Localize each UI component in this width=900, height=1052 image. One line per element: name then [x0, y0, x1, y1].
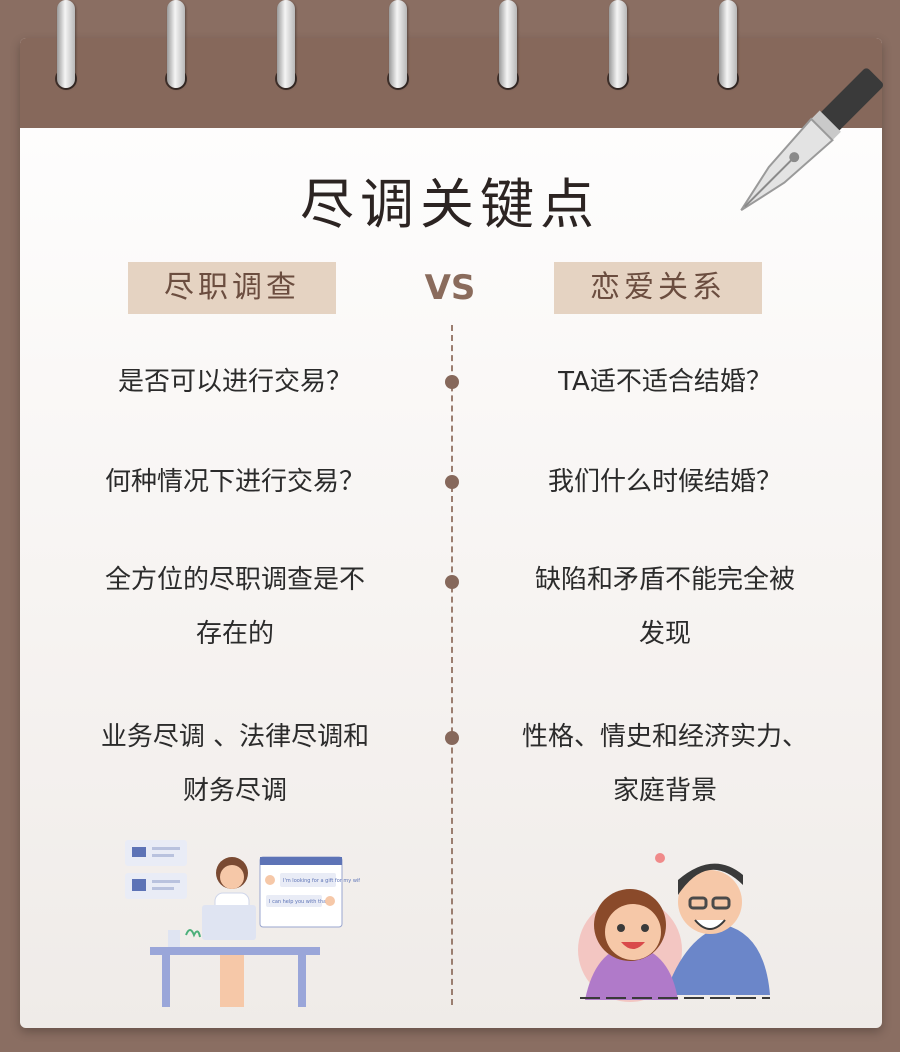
right-point-4: 性格、情史和经济实力、 家庭背景: [475, 710, 855, 818]
ring-icon: [277, 0, 295, 88]
left-point-2: 何种情况下进行交易？: [45, 455, 425, 509]
right-point-1: TA适不适合结婚？: [475, 355, 855, 409]
ring-icon: [57, 0, 75, 88]
right-point-text: 我们什么时候结婚？: [547, 467, 782, 497]
timeline-dot: [445, 375, 459, 389]
page-title: 尽调关键点: [300, 173, 600, 236]
office-worker-illustration: I'm looking for a gift for my wife. I ca…: [125, 840, 360, 1007]
left-point-text: 何种情况下进行交易？: [104, 467, 365, 497]
right-point-text: 性格、情史和经济实力、: [521, 722, 808, 752]
right-column-header: 恋爱关系: [554, 262, 762, 314]
left-point-1: 是否可以进行交易？: [45, 355, 425, 409]
ring-icon: [719, 0, 737, 88]
left-point-text: 财务尽调: [182, 776, 287, 806]
left-point-text: 全方位的尽职调查是不: [104, 565, 365, 595]
timeline-dot: [445, 475, 459, 489]
right-point-text: 缺陷和矛盾不能完全被: [534, 565, 795, 595]
chat-message-1: I'm looking for a gift for my wife.: [283, 878, 360, 884]
ring-icon: [167, 0, 185, 88]
right-point-2: 我们什么时候结婚？: [475, 455, 855, 509]
vs-label: VS: [424, 268, 476, 308]
chat-message-2: I can help you with that!: [269, 899, 330, 905]
left-point-3: 全方位的尽职调查是不 存在的: [45, 553, 425, 661]
ring-icon: [389, 0, 407, 88]
timeline-dot: [445, 575, 459, 589]
ring-icon: [499, 0, 517, 88]
timeline-dot: [445, 731, 459, 745]
left-column-header: 尽职调查: [128, 262, 336, 314]
couple-illustration: [578, 853, 770, 1002]
left-point-text: 是否可以进行交易？: [117, 367, 352, 397]
notepad-header-band: [20, 38, 882, 128]
right-point-text: 家庭背景: [612, 776, 717, 806]
left-point-4: 业务尽调 、法律尽调和 财务尽调: [45, 710, 425, 818]
right-point-text: 发现: [638, 619, 691, 649]
left-point-text: 存在的: [195, 619, 274, 649]
center-divider: [451, 325, 453, 1005]
left-point-text: 业务尽调 、法律尽调和: [100, 722, 370, 752]
fountain-pen-icon: [740, 68, 884, 212]
right-point-3: 缺陷和矛盾不能完全被 发现: [475, 553, 855, 661]
right-point-text: TA适不适合结婚？: [558, 367, 772, 397]
ring-icon: [609, 0, 627, 88]
